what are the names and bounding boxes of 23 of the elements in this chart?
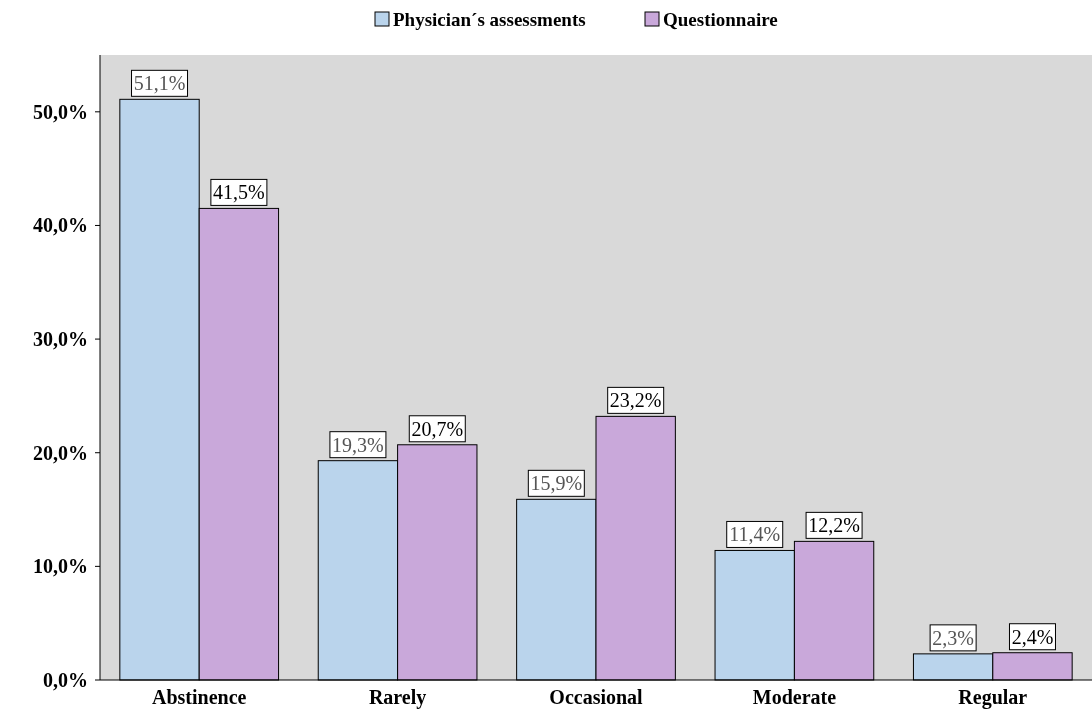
x-tick-label: Rarely xyxy=(368,686,427,709)
data-label: 41,5% xyxy=(213,181,265,204)
y-tick-label: 10,0% xyxy=(33,555,88,578)
y-tick-label: 40,0% xyxy=(33,214,88,237)
data-label: 12,2% xyxy=(808,514,860,537)
x-tick-label: Regular xyxy=(958,686,1028,709)
y-tick-label: 30,0% xyxy=(33,328,88,351)
data-label: 51,1% xyxy=(133,72,186,95)
data-label: 11,4% xyxy=(729,523,781,546)
legend-label: Physician´s assessments xyxy=(393,8,586,30)
x-tick-label: Abstinence xyxy=(151,686,247,708)
data-label: 19,3% xyxy=(332,433,384,456)
y-tick-label: 20,0% xyxy=(33,441,88,464)
data-label: 15,9% xyxy=(530,472,583,495)
data-label: 23,2% xyxy=(609,389,662,412)
data-label: 2,4% xyxy=(1011,625,1054,648)
y-tick-label: 50,0% xyxy=(33,100,88,123)
data-label: 20,7% xyxy=(411,417,464,440)
x-tick-label: Occasional xyxy=(549,686,644,708)
x-tick-label: Moderate xyxy=(752,686,837,708)
y-tick-label: 0,0% xyxy=(43,669,88,691)
legend-label: Questionnaire xyxy=(663,8,778,30)
data-label: 2,3% xyxy=(932,626,974,649)
